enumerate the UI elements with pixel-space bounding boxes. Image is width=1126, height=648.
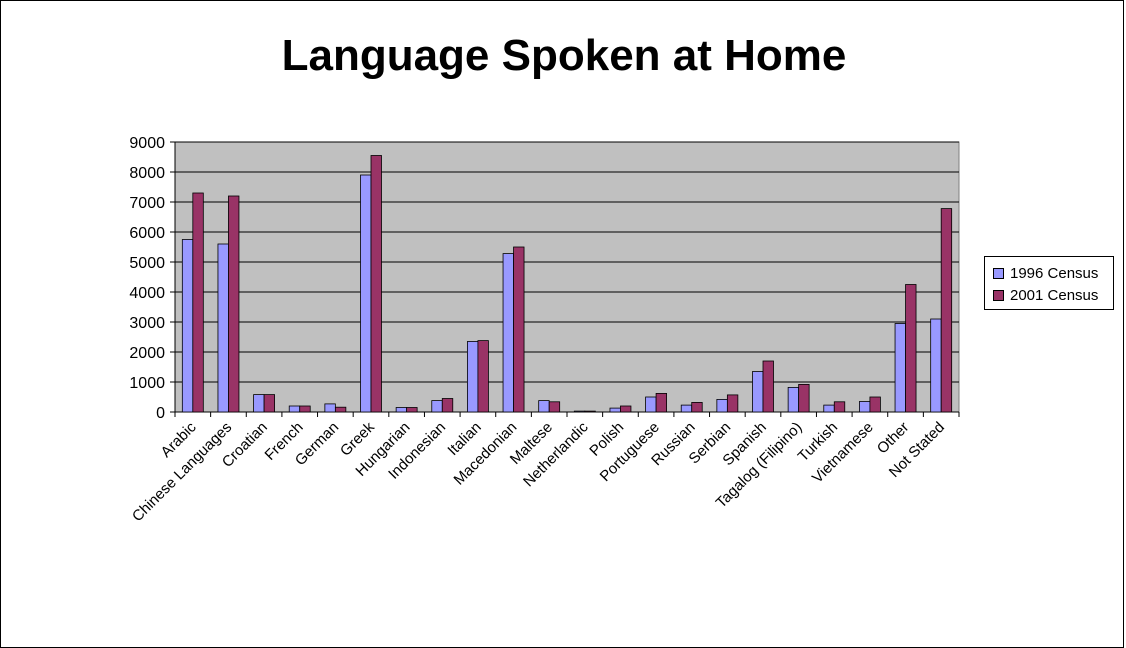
bar-series-1-vietnamese: [859, 401, 871, 413]
y-tick-label: 4000: [129, 285, 165, 302]
y-tick-label: 5000: [129, 255, 165, 272]
bar-series-1-indonesian: [431, 400, 443, 413]
bar-series-2-italian: [477, 340, 489, 413]
bar-series-1-turkish: [823, 404, 835, 413]
bar-series-2-greek: [370, 155, 382, 413]
plot-area: [174, 141, 960, 413]
bar-series-1-russian: [680, 404, 693, 413]
bar-series-2-french: [299, 405, 311, 413]
bar-series-2-serbian: [726, 394, 739, 413]
bar-series-1-chinese-languages: [217, 243, 229, 413]
y-tick-label: 6000: [129, 225, 165, 242]
bar-series-1-serbian: [716, 398, 728, 413]
bar-series-2-croatian: [263, 394, 275, 413]
bar-series-1-croatian: [253, 394, 265, 413]
bar-series-2-netherlandic: [584, 410, 596, 413]
bar-series-1-portuguese: [645, 396, 657, 413]
y-tick-label: 2000: [129, 345, 165, 362]
legend-swatch-series-2: [993, 289, 1004, 301]
y-tick-label: 8000: [129, 165, 165, 182]
bar-series-2-maltese: [548, 401, 561, 413]
chart-title: Language Spoken at Home: [281, 31, 847, 80]
bar-series-1-not-stated: [930, 318, 942, 413]
bar-series-2-russian: [691, 401, 703, 413]
bar-series-1-greek: [360, 174, 372, 413]
bar-series-1-maltese: [538, 400, 550, 413]
bar-series-2-german: [334, 406, 347, 413]
y-tick-label: 7000: [129, 195, 165, 212]
y-tick-label: 3000: [129, 315, 165, 332]
bar-series-1-french: [288, 405, 301, 413]
bar-series-2-not-stated: [940, 208, 953, 413]
bar-series-2-polish: [620, 405, 632, 413]
bar-series-2-portuguese: [655, 392, 667, 413]
y-tick-label: 1000: [129, 375, 165, 392]
bar-series-1-italian: [467, 341, 479, 413]
bar-series-2-tagalog-filipino-: [798, 383, 810, 413]
bar-series-1-other: [894, 323, 906, 413]
bar-series-2-spanish: [762, 360, 774, 413]
legend-swatch-series-1: [993, 267, 1004, 279]
bar-series-2-macedonian: [513, 246, 525, 413]
bar-series-2-turkish: [833, 401, 846, 413]
bar-series-1-hungarian: [395, 407, 408, 413]
legend: 1996 Census 2001 Census: [984, 256, 1114, 310]
bar-series-1-tagalog-filipino-: [787, 386, 800, 413]
y-tick-label: 0: [156, 405, 165, 422]
bar-series-2-hungarian: [406, 407, 418, 413]
legend-item-series-1: 1996 Census: [993, 263, 1098, 283]
bar-series-2-vietnamese: [869, 396, 881, 413]
y-tick-label: 9000: [129, 135, 165, 152]
bar-series-1-macedonian: [502, 253, 514, 413]
bar-series-1-german: [324, 403, 336, 413]
bar-series-1-spanish: [752, 371, 764, 413]
bar-series-2-indonesian: [441, 398, 454, 413]
legend-item-series-2: 2001 Census: [993, 285, 1098, 305]
legend-label-series-1: 1996 Census: [1010, 264, 1099, 282]
bar-series-1-netherlandic: [573, 410, 586, 413]
bar-series-2-other: [905, 284, 917, 413]
bar-series-1-arabic: [181, 239, 194, 413]
bar-series-2-chinese-languages: [228, 195, 240, 413]
legend-label-series-2: 2001 Census: [1010, 286, 1099, 304]
bar-series-1-polish: [609, 407, 621, 413]
bar-series-2-arabic: [192, 192, 204, 413]
